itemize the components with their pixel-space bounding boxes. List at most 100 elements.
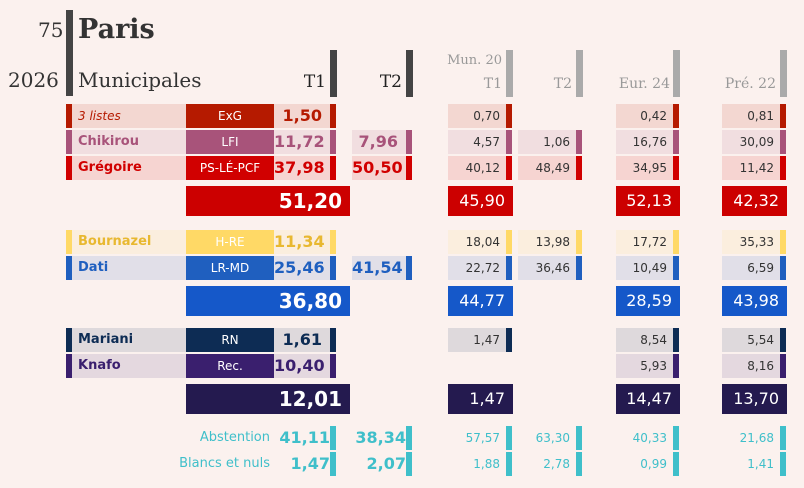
candidate-name: Mariani <box>78 332 134 347</box>
value-cell: 35,33 <box>722 230 780 254</box>
row-name-bg <box>72 354 186 378</box>
row-marker <box>66 354 72 378</box>
block-total: 28,59 <box>616 286 680 316</box>
value-cell: 10,40 <box>274 354 330 378</box>
row-marker <box>66 328 72 352</box>
col-header-mun-t2: T2 <box>553 76 572 92</box>
row-name-bg <box>72 156 186 180</box>
value-cell: 4,57 <box>448 130 506 154</box>
value-bar <box>673 230 679 254</box>
city-title: Paris <box>78 14 155 45</box>
row-marker <box>66 130 72 154</box>
col-header-eur-bar <box>673 50 680 97</box>
value-bar <box>406 256 412 280</box>
row-name-bg <box>72 230 186 254</box>
value-bar <box>330 328 336 352</box>
col-header-t2: T2 <box>379 72 402 92</box>
candidate-name: Grégoire <box>78 160 142 175</box>
value-bar <box>506 156 512 180</box>
value-bar <box>673 256 679 280</box>
value-bar <box>576 230 582 254</box>
value-cell: 40,12 <box>448 156 506 180</box>
turnout-bar <box>506 452 512 476</box>
value-bar <box>406 156 412 180</box>
turnout-value: 40,33 <box>632 431 667 445</box>
party-badge: PS-LÉ-PCF <box>186 156 274 180</box>
value-cell: 50,50 <box>352 156 406 180</box>
value-cell: 36,46 <box>518 256 576 280</box>
value-bar <box>780 328 786 352</box>
value-cell: 25,46 <box>274 256 330 280</box>
turnout-bar <box>780 426 786 450</box>
value-cell: 30,09 <box>722 130 780 154</box>
year-label: 2026 <box>8 68 59 92</box>
value-bar <box>780 104 786 128</box>
value-cell: 1,61 <box>274 328 330 352</box>
value-cell: 8,54 <box>616 328 673 352</box>
block-total: 1,47 <box>448 384 513 414</box>
value-cell: 37,98 <box>274 156 330 180</box>
value-cell: 5,54 <box>722 328 780 352</box>
col-header-t1-bar <box>330 50 337 97</box>
turnout-value: 1,41 <box>747 457 774 471</box>
turnout-value: 41,11 <box>279 428 330 447</box>
turnout-value: 57,57 <box>465 431 500 445</box>
value-cell: 5,93 <box>616 354 673 378</box>
value-cell: 11,42 <box>722 156 780 180</box>
value-cell: 16,76 <box>616 130 673 154</box>
value-cell: 0,42 <box>616 104 673 128</box>
turnout-label: Blancs et nuls <box>179 456 270 471</box>
value-bar <box>506 256 512 280</box>
value-cell: 0,70 <box>448 104 506 128</box>
value-bar <box>780 230 786 254</box>
turnout-bar <box>330 426 336 450</box>
col-header-eur: Eur. 24 <box>618 76 670 92</box>
block-total: 42,32 <box>722 186 787 216</box>
row-marker <box>66 104 72 128</box>
block-total: 12,01 <box>186 384 350 414</box>
value-bar <box>330 130 336 154</box>
value-bar <box>330 354 336 378</box>
value-bar <box>780 130 786 154</box>
value-cell: 8,16 <box>722 354 780 378</box>
party-badge: Rec. <box>186 354 274 378</box>
turnout-bar <box>576 426 582 450</box>
col-header-mun-t1-bar <box>506 50 513 97</box>
candidate-name: Dati <box>78 260 109 275</box>
turnout-bar <box>780 452 786 476</box>
turnout-value: 2,78 <box>543 457 570 471</box>
row-name-bg <box>72 328 186 352</box>
value-bar <box>576 130 582 154</box>
value-cell: 10,49 <box>616 256 673 280</box>
party-badge: H-RE <box>186 230 274 254</box>
turnout-bar <box>406 452 412 476</box>
value-bar <box>576 256 582 280</box>
party-badge: RN <box>186 328 274 352</box>
value-bar <box>506 230 512 254</box>
col-header-t2-bar <box>406 50 413 97</box>
value-cell: 11,34 <box>274 230 330 254</box>
turnout-bar <box>673 426 679 450</box>
value-bar <box>506 328 512 352</box>
value-cell: 17,72 <box>616 230 673 254</box>
value-cell: 0,81 <box>722 104 780 128</box>
value-cell: 13,98 <box>518 230 576 254</box>
block-total: 43,98 <box>722 286 787 316</box>
row-name-bg <box>72 256 186 280</box>
value-bar <box>506 104 512 128</box>
candidate-name: Knafo <box>78 358 121 373</box>
value-bar <box>330 256 336 280</box>
value-bar <box>673 130 679 154</box>
party-badge: LR-MD <box>186 256 274 280</box>
value-cell: 1,06 <box>518 130 576 154</box>
value-bar <box>330 156 336 180</box>
block-total: 44,77 <box>448 286 513 316</box>
turnout-bar <box>406 426 412 450</box>
candidate-name: Chikirou <box>78 134 139 149</box>
value-bar <box>330 104 336 128</box>
row-name-bg <box>72 130 186 154</box>
turnout-value: 1,47 <box>290 454 330 473</box>
row-marker <box>66 156 72 180</box>
value-cell: 7,96 <box>352 130 406 154</box>
election-label: Municipales <box>78 68 202 92</box>
